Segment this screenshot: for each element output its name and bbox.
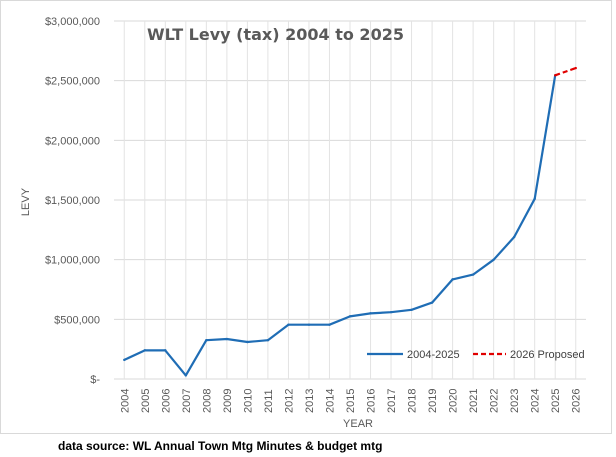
data-point-0-2017: [389, 310, 393, 314]
chart-title: WLT Levy (tax) 2004 to 2025: [147, 25, 404, 44]
x-tick-label-2024: 2024: [530, 389, 542, 413]
x-tick-label-2013: 2013: [304, 389, 316, 413]
x-tick-label-2015: 2015: [345, 389, 357, 413]
x-tick-label-2016: 2016: [366, 389, 378, 413]
x-tick-label-2020: 2020: [448, 389, 460, 413]
data-point-0-2004: [123, 358, 126, 362]
x-tick-label-2026: 2026: [571, 389, 583, 413]
data-point-0-2010: [246, 340, 249, 344]
data-point-0-2013: [307, 323, 311, 326]
x-axis-title: YEAR: [343, 418, 373, 430]
data-point-0-2015: [348, 315, 352, 318]
legend-label-1: 2026 Proposed: [510, 349, 585, 361]
y-tick-label-3: $1,500,000: [45, 195, 100, 207]
y-tick-label-5: $2,500,000: [45, 76, 100, 88]
y-tick-label-2: $1,000,000: [45, 255, 100, 267]
x-tick-label-2004: 2004: [119, 389, 131, 413]
data-point-0-2014: [328, 323, 331, 326]
x-tick-label-2014: 2014: [324, 389, 336, 413]
data-point-0-2008: [205, 339, 208, 342]
y-axis-title: LEVY: [20, 187, 32, 216]
x-tick-label-2025: 2025: [550, 389, 562, 413]
data-point-0-2023: [512, 235, 516, 239]
x-tick-label-2018: 2018: [407, 389, 419, 413]
series-line-0: [123, 75, 557, 377]
x-tick-label-2008: 2008: [201, 389, 213, 413]
x-tick-label-2005: 2005: [140, 389, 152, 413]
x-tick-label-2023: 2023: [509, 389, 521, 413]
data-point-1-2025: [554, 74, 557, 77]
y-tick-label-4: $2,000,000: [45, 135, 100, 147]
legend-label-0: 2004-2025: [407, 349, 460, 361]
y-tick-label-6: $3,000,000: [45, 16, 100, 28]
series-line-1: [554, 67, 577, 77]
data-point-0-2024: [533, 197, 536, 201]
x-tick-label-2019: 2019: [427, 389, 439, 413]
data-point-0-2016: [369, 312, 372, 315]
data-point-0-2011: [266, 339, 270, 342]
data-point-0-2020: [451, 278, 454, 281]
data-point-0-2012: [287, 323, 290, 326]
data-point-0-2018: [410, 308, 413, 311]
x-tick-label-2009: 2009: [222, 389, 234, 413]
data-point-0-2022: [492, 258, 495, 261]
x-tick-label-2007: 2007: [181, 389, 193, 413]
data-point-1-2026: [574, 66, 577, 70]
x-tick-label-2021: 2021: [468, 389, 480, 413]
levy-line-chart: $- $500,000 $1,000,000 $1,500,000 $2,000,000…: [20, 16, 586, 430]
data-point-0-2007: [184, 374, 188, 377]
data-point-0-2005: [143, 349, 146, 352]
y-tick-label-0: $-: [90, 374, 100, 386]
x-tick-label-2010: 2010: [242, 389, 254, 413]
y-tick-label-1: $500,000: [54, 314, 100, 326]
x-tick-label-2012: 2012: [283, 389, 295, 413]
x-tick-label-2006: 2006: [160, 389, 172, 413]
data-point-0-2006: [164, 349, 167, 352]
x-tick-label-2022: 2022: [489, 389, 501, 413]
data-point-0-2019: [430, 301, 434, 304]
x-tick-label-2017: 2017: [386, 389, 398, 413]
chart-frame: $- $500,000 $1,000,000 $1,500,000 $2,000,000…: [0, 0, 612, 434]
x-tick-label-2011: 2011: [263, 389, 275, 413]
source-note: data source: WL Annual Town Mtg Minutes …: [58, 439, 383, 453]
data-point-0-2021: [471, 273, 475, 276]
data-point-0-2009: [225, 337, 229, 341]
